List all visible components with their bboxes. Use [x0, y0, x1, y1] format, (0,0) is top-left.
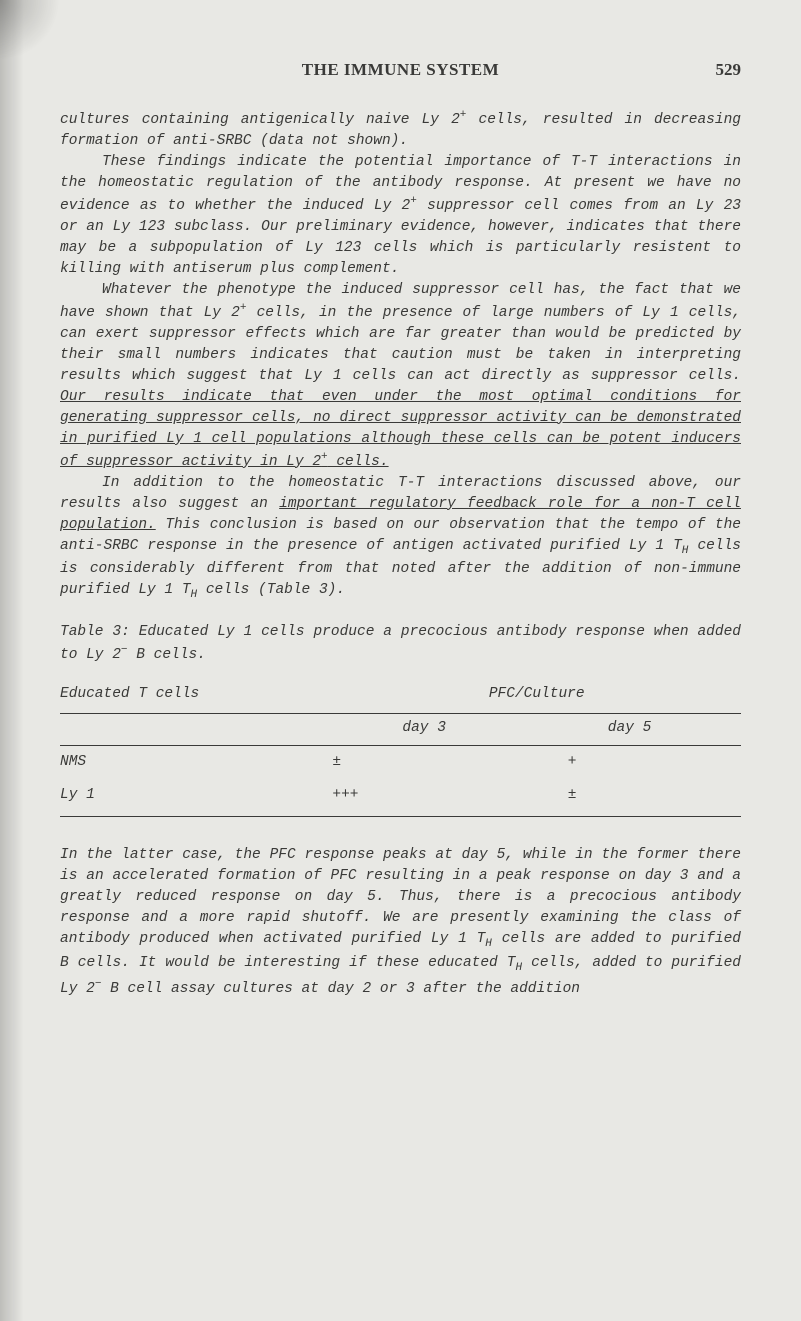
text-run: Our results indicate that even under the…: [60, 389, 741, 470]
table-row: NMS ± +: [60, 746, 741, 780]
empty-cell: [60, 714, 332, 746]
superscript: +: [410, 195, 417, 207]
page-header: THE IMMUNE SYSTEM 529: [60, 60, 741, 80]
table-header-right: PFC/Culture: [332, 678, 741, 714]
table-row: Ly 1 +++ ±: [60, 779, 741, 817]
paragraph-1: cultures containing antigenically naive …: [60, 108, 741, 152]
paragraph-5: In the latter case, the PFC response pea…: [60, 845, 741, 1000]
superscript: −: [121, 644, 128, 656]
cell-day3: +++: [332, 779, 567, 817]
table-subheader-row: day 3 day 5: [60, 714, 741, 746]
paragraph-2: These findings indicate the potential im…: [60, 152, 741, 280]
subheader-day5: day 5: [568, 714, 741, 746]
table-header-left: Educated T cells: [60, 678, 332, 714]
cell-day5: ±: [568, 779, 741, 817]
subscript: H: [485, 938, 492, 950]
cell-day5: +: [568, 746, 741, 780]
text-run: cells (Table 3).: [197, 582, 345, 598]
table-header-row: Educated T cells PFC/Culture: [60, 678, 741, 714]
data-table: Educated T cells PFC/Culture day 3 day 5…: [60, 678, 741, 817]
paragraph-3: Whatever the phenotype the induced suppr…: [60, 280, 741, 473]
cell-day3: ±: [332, 746, 567, 780]
text-run: B cells.: [128, 647, 206, 663]
text-run: cells.: [328, 454, 389, 470]
body-text: cultures containing antigenically naive …: [60, 108, 741, 1000]
text-run: This conclusion is based on our observat…: [60, 517, 741, 554]
text-run: B cell assay cultures at day 2 or 3 afte…: [101, 981, 580, 997]
underlined-text: Our results indicate that even under the…: [60, 389, 741, 470]
table-caption: Table 3: Educated Ly 1 cells produce a p…: [60, 622, 741, 666]
page-number: 529: [716, 60, 742, 80]
row-label: NMS: [60, 746, 332, 780]
text-run: cultures containing antigenically naive …: [60, 112, 460, 128]
row-label: Ly 1: [60, 779, 332, 817]
header-title: THE IMMUNE SYSTEM: [302, 60, 499, 80]
document-page: THE IMMUNE SYSTEM 529 cultures containin…: [0, 0, 801, 1040]
paragraph-4: In addition to the homeostatic T-T inter…: [60, 473, 741, 605]
subheader-day3: day 3: [332, 714, 567, 746]
superscript: +: [321, 451, 328, 463]
